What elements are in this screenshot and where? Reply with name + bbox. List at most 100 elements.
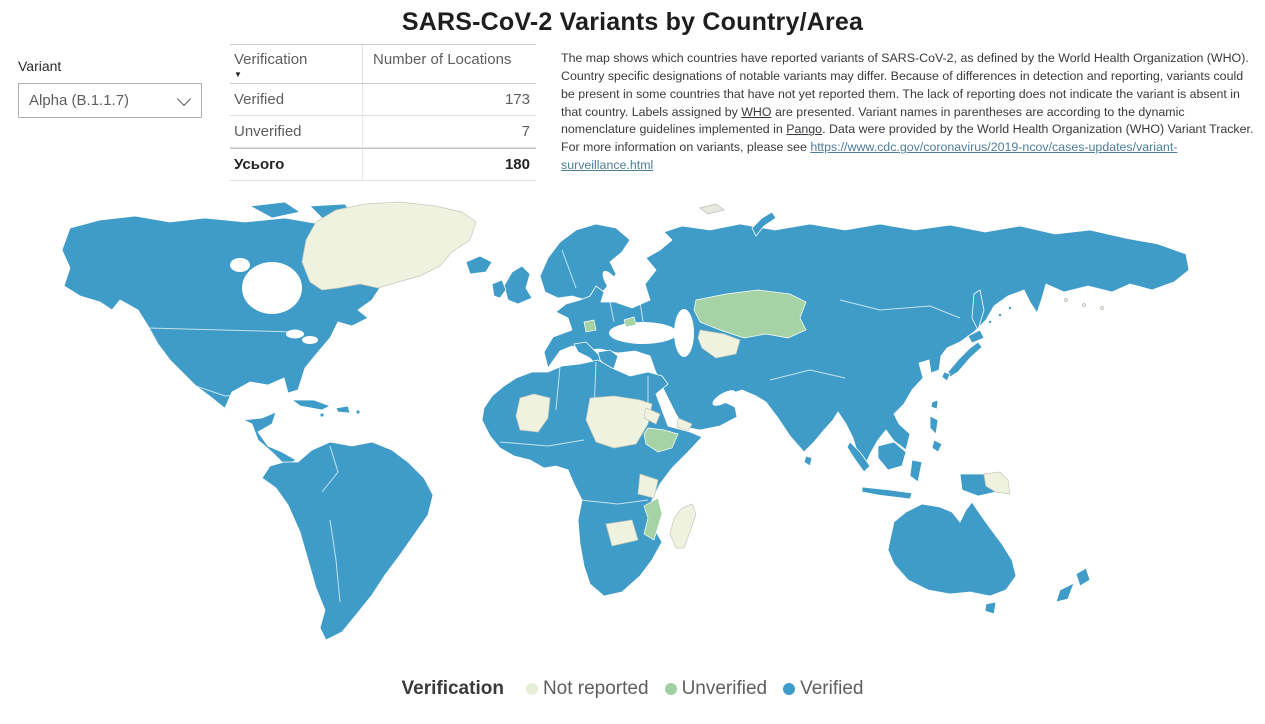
south-america-borders (321, 445, 339, 493)
pango-link[interactable]: Pango (786, 122, 823, 137)
great-lakes (286, 329, 304, 339)
map-region-mozambique[interactable] (643, 497, 663, 541)
map-region-ethiopia[interactable] (643, 427, 679, 453)
map-region-tasmania[interactable] (984, 601, 997, 615)
legend-item-unverified[interactable]: Unverified (664, 678, 768, 700)
total-value: 180 (504, 156, 530, 173)
unverified-dot-icon (664, 683, 677, 695)
map-region-sri-lanka[interactable] (803, 455, 813, 467)
map-region-new-zealand-south[interactable] (1055, 582, 1075, 603)
map-region-kyushu[interactable] (941, 371, 951, 382)
legend-item-label: Not reported (542, 678, 649, 699)
map-region-papua-new-guinea[interactable] (983, 471, 1011, 495)
map-region-svalbard[interactable] (699, 203, 725, 215)
map-region-cuba[interactable] (290, 399, 331, 411)
map-region-hokkaido[interactable] (967, 329, 985, 344)
description-text: The map shows which countries have repor… (561, 51, 1249, 119)
table-row-verified[interactable]: Verified 173 (230, 84, 536, 116)
south-america-borders (329, 519, 341, 603)
asia-borders (769, 369, 846, 381)
map-region-sakhalin[interactable] (971, 289, 985, 332)
map-region-borneo[interactable] (877, 441, 907, 471)
caspian-sea (674, 309, 694, 357)
black-sea (609, 322, 677, 344)
map-region-united-kingdom[interactable] (503, 265, 533, 305)
row-label: Unverified (230, 116, 363, 147)
lake (230, 258, 250, 272)
hudson-bay (242, 262, 302, 314)
map-region-arctic-islands[interactable] (248, 201, 302, 219)
who-link[interactable]: WHO (741, 104, 772, 119)
map-region-philippines[interactable] (929, 415, 939, 435)
europe-borders (609, 301, 645, 329)
legend-item-verified[interactable]: Verified (783, 678, 863, 700)
map-region-taiwan[interactable] (930, 399, 939, 410)
map-region-chad-sudan[interactable] (585, 395, 653, 449)
map-region-eritrea[interactable] (643, 407, 661, 425)
map-region-kuril-islands[interactable] (988, 319, 993, 324)
map-legend: Verification Not reported Unverified Ver… (0, 678, 1265, 700)
map-region-botswana-zimbabwe[interactable] (605, 519, 639, 547)
map-region-philippines[interactable] (931, 439, 943, 453)
us-mexico-border (189, 383, 249, 397)
cdc-variant-surveillance-link[interactable]: https://www.cdc.gov/coronavirus/2019-nco… (561, 140, 1178, 173)
map-region-tanzania[interactable] (637, 473, 659, 499)
map-region-kazakhstan[interactable] (693, 289, 807, 339)
baltic-sea (602, 270, 626, 302)
legend-item-not-reported[interactable]: Not reported (525, 678, 649, 700)
legend-title: Verification (401, 678, 504, 699)
aleutian-islands (1064, 298, 1068, 302)
map-region-honshu[interactable] (947, 341, 983, 378)
map-region-novaya-zemlya[interactable] (751, 211, 777, 237)
map-region-mali[interactable] (515, 393, 551, 433)
map-region-new-zealand-north[interactable] (1075, 567, 1091, 587)
variant-dropdown[interactable]: Alpha (B.1.1.7) (18, 83, 202, 118)
table-row-unverified[interactable]: Unverified 7 (230, 116, 536, 148)
table-row-total: Усього 180 (230, 148, 536, 181)
chevron-down-icon[interactable] (176, 91, 192, 107)
persian-gulf (712, 390, 736, 406)
map-region-crimea[interactable] (623, 316, 637, 328)
map-region-puerto-rico[interactable] (355, 409, 361, 415)
map-region-greenland[interactable] (301, 201, 477, 291)
map-region-ireland[interactable] (491, 279, 507, 299)
us-canada-border (147, 327, 297, 333)
aleutian-islands (1082, 303, 1086, 307)
page-title: SARS-CoV-2 Variants by Country/Area (401, 8, 864, 36)
row-value: 173 (504, 91, 530, 108)
map-region-jamaica[interactable] (319, 412, 325, 418)
aleutian-islands (1100, 306, 1104, 310)
map-region-hispaniola[interactable] (335, 405, 351, 414)
africa-borders (499, 439, 649, 505)
column-header-verification[interactable]: Verification ▼ (230, 45, 363, 83)
legend-item-label: Verified (800, 678, 864, 699)
map-region-bosnia[interactable] (583, 319, 597, 333)
variant-dropdown-value: Alpha (B.1.1.7) (29, 92, 130, 109)
asia-borders (839, 299, 961, 319)
sort-desc-icon[interactable]: ▼ (234, 70, 242, 79)
map-region-australia[interactable] (887, 501, 1017, 597)
verification-table: Verification ▼ Number of Locations Verif… (230, 44, 536, 181)
map-region-kuril-islands[interactable] (1008, 305, 1013, 310)
column-header-locations[interactable]: Number of Locations (373, 51, 512, 68)
map-region-sulawesi[interactable] (909, 459, 923, 483)
map-region-madagascar[interactable] (669, 503, 697, 549)
map-description: The map shows which countries have repor… (561, 50, 1255, 175)
map-region-yemen[interactable] (676, 417, 693, 432)
map-region-kuril-islands[interactable] (998, 312, 1003, 317)
map-region-south-america[interactable] (261, 441, 434, 641)
description-text: . Data were provided by the World Health… (561, 122, 1254, 155)
map-region-java[interactable] (861, 486, 913, 500)
norway-sweden-border (561, 249, 577, 289)
row-label: Verified (230, 84, 363, 115)
map-region-iceland[interactable] (465, 255, 493, 275)
world-choropleth-map[interactable] (0, 196, 1265, 670)
map-region-turkmenistan[interactable] (697, 329, 741, 359)
total-label: Усього (230, 149, 363, 180)
table-header-row: Verification ▼ Number of Locations (230, 44, 536, 84)
column-header-verification-label: Verification (234, 51, 308, 68)
map-region-sumatra[interactable] (846, 441, 871, 473)
row-value: 7 (521, 123, 530, 140)
legend-item-label: Unverified (681, 678, 768, 699)
